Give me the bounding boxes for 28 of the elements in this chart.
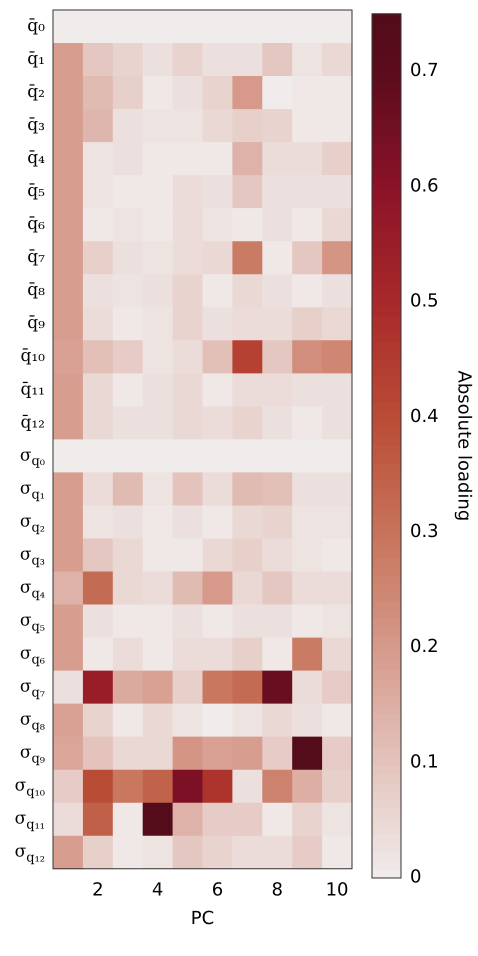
color-bar-label: 0.2 — [410, 636, 439, 658]
y-tick-label: q̄₂ — [27, 82, 46, 102]
x-tick-label: 4 — [152, 879, 164, 900]
y-tick-label: q̄₃ — [27, 115, 46, 136]
color-bar-label: 0.7 — [410, 60, 439, 82]
y-tick-label: q̄₉ — [27, 313, 46, 334]
y-tick-label: q̄₀ — [27, 16, 46, 36]
y-tick-label: q̄₁₂ — [20, 412, 46, 432]
color-bar-label: 0.6 — [410, 175, 439, 196]
color-bar-label: 0.1 — [410, 751, 439, 772]
color-bar-label: 0.4 — [410, 406, 439, 427]
color-bar-label: 0.5 — [410, 290, 439, 312]
color-bar-title: Absolute loading — [454, 370, 475, 522]
color-bar-label: 0 — [410, 866, 422, 888]
x-tick-label: 6 — [212, 879, 224, 900]
color-bar-label: 0.3 — [410, 520, 439, 542]
y-tick-label: q̄₈ — [27, 280, 46, 300]
y-tick-label: q̄₁ — [27, 48, 46, 69]
y-tick-label: q̄₄ — [27, 148, 46, 168]
y-tick-label: q̄₅ — [27, 181, 46, 202]
y-tick-label: q̄₁₁ — [20, 379, 46, 400]
x-axis-title: PC — [190, 908, 214, 929]
y-tick-label: q̄₆ — [27, 214, 46, 234]
x-tick-label: 2 — [92, 879, 104, 900]
x-tick-label: 8 — [272, 879, 283, 900]
y-tick-label: q̄₁₀ — [20, 346, 46, 366]
x-tick-label: 10 — [326, 879, 349, 900]
y-tick-label: q̄₇ — [27, 247, 46, 268]
